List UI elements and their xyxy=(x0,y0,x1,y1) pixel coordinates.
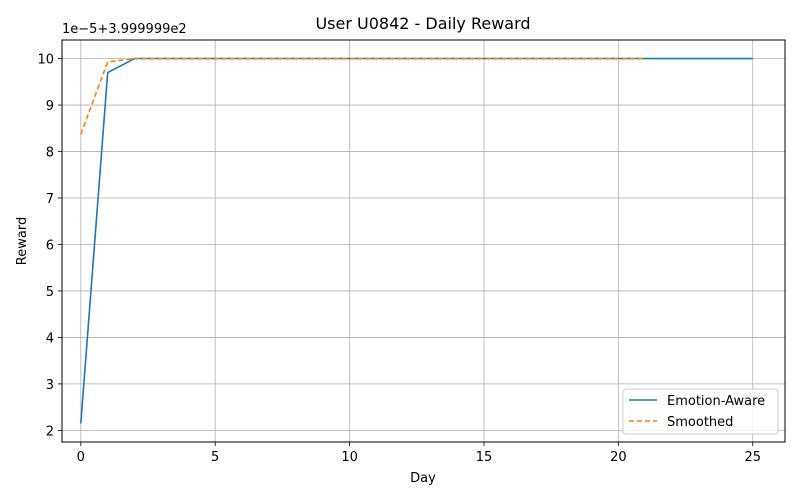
chart-title: User U0842 - Daily Reward xyxy=(315,14,530,33)
x-axis-ticks: 0 5 10 15 20 25 xyxy=(77,442,761,465)
y-offset-label: 1e−5+3.999999e2 xyxy=(62,22,187,37)
grid-lines xyxy=(62,40,785,442)
y-tick-label: 10 xyxy=(37,53,54,68)
legend-label-smoothed: Smoothed xyxy=(667,415,733,430)
x-tick-label: 0 xyxy=(77,450,85,465)
x-axis-label: Day xyxy=(410,471,436,486)
x-tick-label: 20 xyxy=(610,450,627,465)
y-tick-label: 9 xyxy=(46,99,54,114)
series-line-emotion-aware xyxy=(80,57,753,424)
x-tick-label: 10 xyxy=(341,450,358,465)
x-tick-label: 25 xyxy=(744,450,761,465)
x-tick-label: 5 xyxy=(211,450,219,465)
y-tick-label: 2 xyxy=(46,424,54,439)
y-axis-ticks: 2 3 4 5 6 7 8 9 10 xyxy=(37,53,62,439)
legend-box xyxy=(622,388,779,435)
y-tick-label: 3 xyxy=(46,378,54,393)
y-tick-label: 5 xyxy=(46,285,54,300)
legend: Emotion-Aware Smoothed xyxy=(622,388,779,435)
plot-area xyxy=(61,39,786,443)
y-tick-label: 6 xyxy=(46,238,54,253)
series-line-smoothed xyxy=(80,57,646,135)
y-axis-label: Reward xyxy=(15,217,30,265)
series-lines xyxy=(80,57,753,424)
y-tick-label: 8 xyxy=(46,146,54,161)
x-tick-label: 15 xyxy=(476,450,493,465)
y-tick-label: 7 xyxy=(46,192,54,207)
y-tick-label: 4 xyxy=(46,331,54,346)
legend-label-emotion-aware: Emotion-Aware xyxy=(667,394,765,409)
